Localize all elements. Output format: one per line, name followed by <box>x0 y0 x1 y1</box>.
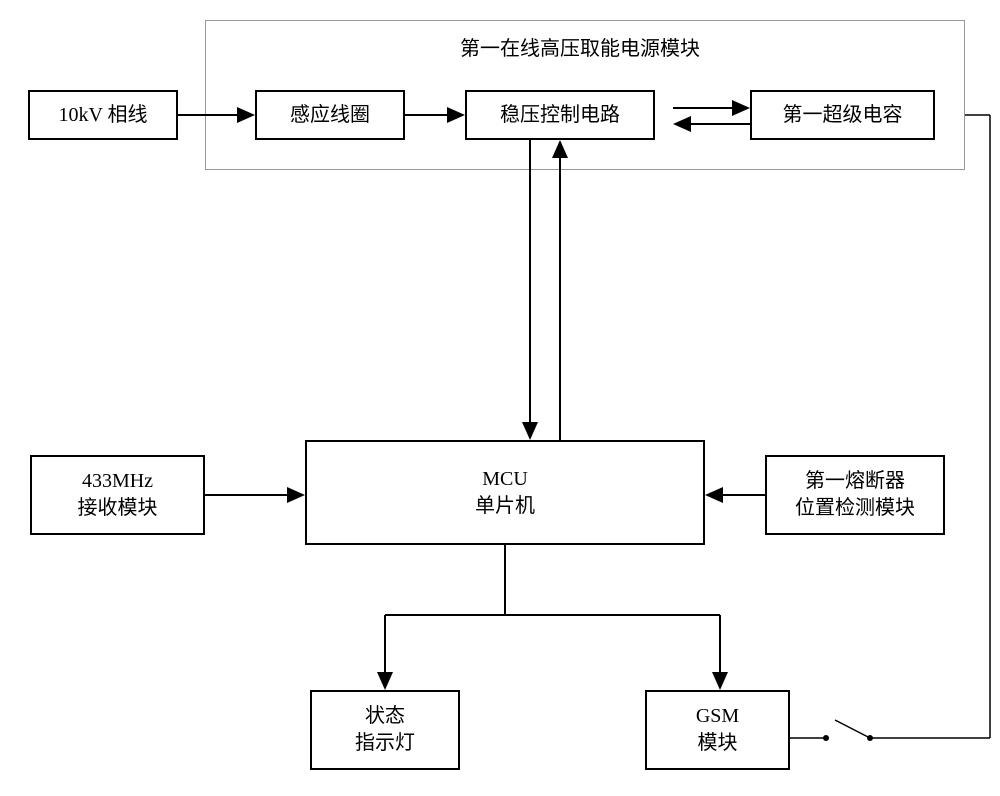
diagram-root: 第一在线高压取能电源模块 10kV 相线 感应线圈 稳压控制电路 第一超级电容 … <box>0 0 1000 796</box>
connectors-layer <box>0 0 1000 796</box>
